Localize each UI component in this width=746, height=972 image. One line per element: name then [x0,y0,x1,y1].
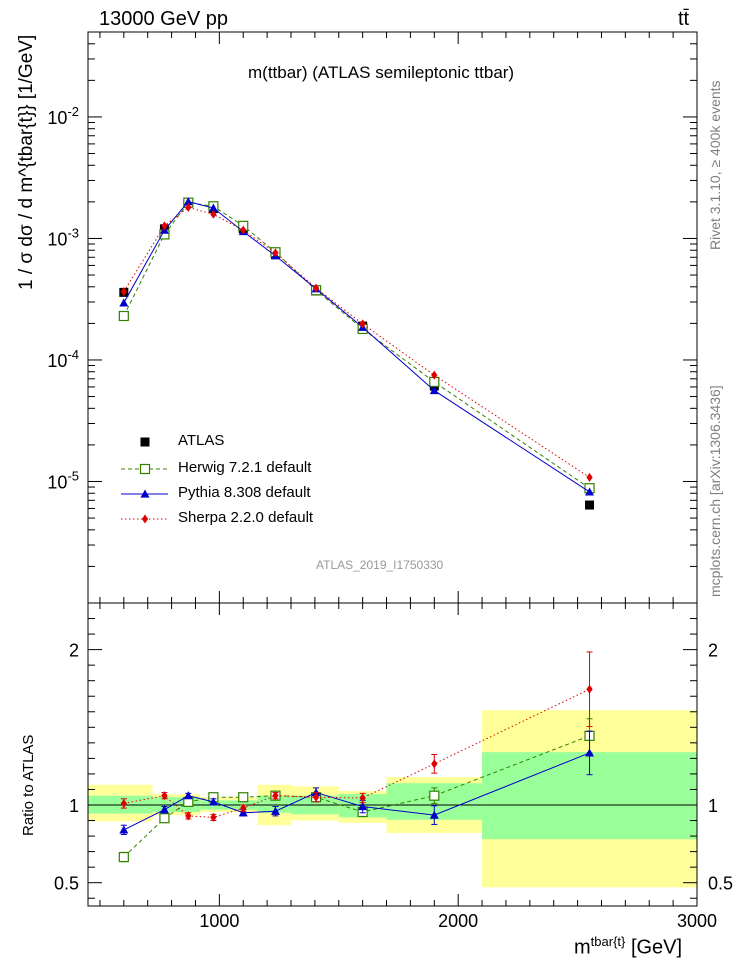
ratio-band-inner [257,795,291,813]
x-axis-title-main: m [574,936,591,959]
x-axis-title-unit: [GeV] [630,936,683,959]
data-point [312,283,320,293]
legend-marker [140,489,150,498]
ratio-point [312,792,320,802]
x-axis-title: mtbar{t} [GeV] [574,934,682,960]
series-line [123,201,590,493]
ratio-point [240,803,247,813]
ratio-plot-frame [87,602,698,907]
source-url-label: mcplots.cern.ch [arXiv:1306.3436] [707,385,723,597]
ratio-point [429,810,439,819]
ratio-point [270,806,280,815]
data-point [272,248,279,258]
process-label: tt̄ [678,8,690,30]
ratio-tick-label-right: 0.5 [708,874,733,894]
ratio-tick-label: 1 [69,796,79,816]
ratio-point [358,802,368,811]
ratio-series-line [123,735,590,858]
y-tick-label: 10-2 [47,104,79,128]
data-point [585,500,595,510]
ratio-point [185,811,192,821]
legend-marker [140,437,150,447]
ratio-point [119,825,129,834]
plot-title: m(ttbar) (ATLAS semileptonic ttbar) [248,63,515,82]
ratio-point [586,684,593,694]
y-tick-label: 10-5 [47,468,79,492]
ratio-series-line [123,752,590,831]
ratio-tick-label-right: 1 [708,796,718,816]
ratio-point [272,791,279,801]
y-tick-label: 10-4 [47,347,79,371]
ratio-point [118,851,129,863]
ratio-point [585,748,595,757]
ratio-tick-label: 2 [69,641,79,661]
data-point [120,287,127,297]
y-tick-label: 10-3 [47,225,79,249]
ratio-point [238,792,249,803]
x-tick-label: 2000 [438,911,478,931]
data-point [585,487,595,496]
data-point [185,202,192,212]
data-point [183,197,193,206]
x-tick-label: 3000 [677,911,717,931]
x-tick-label: 1000 [199,911,239,931]
legend-marker [141,514,149,524]
ratio-point [159,805,169,814]
y-axis-title: 1 / σ dσ / d m^{tbar{t}} [1/GeV] [16,34,37,290]
data-point [118,310,129,322]
ratio-point [429,790,440,801]
ratio-point [183,791,193,800]
data-point [431,370,438,380]
series-line [123,206,590,478]
legend-marker [139,463,151,475]
ratio-tick-label: 0.5 [54,874,79,894]
data-point [119,298,129,307]
x-axis-title-sup: tbar{t} [590,934,626,949]
rivet-version-label: Rivet 3.1.10, ≥ 400k events [707,80,723,250]
data-point [208,203,218,212]
data-point [240,225,247,235]
legend-label-herwig: Herwig 7.2.1 default [178,459,312,476]
data-point [586,472,593,482]
ratio-point [161,791,168,801]
data-point [359,319,366,329]
data-point [429,386,439,395]
ratio-axis-title: Ratio to ATLAS [20,734,37,836]
ratio-point [431,759,438,769]
ratio-tick-label-right: 2 [708,641,718,661]
legend-label-atlas: ATLAS [178,432,225,449]
data-point [161,221,168,231]
ratio-point [159,813,170,824]
analysis-watermark: ATLAS_2019_I1750330 [316,558,444,572]
ratio-point [210,812,217,822]
legend-label-pythia: Pythia 8.308 default [178,484,311,501]
ratio-point [359,793,366,803]
data-point [210,209,217,219]
ratio-point [208,797,218,806]
series-line [123,202,590,489]
ratio-point [120,798,127,808]
legend-label-sherpa: Sherpa 2.2.0 default [178,509,314,526]
energy-label: 13000 GeV pp [99,8,228,30]
ratio-series-line [123,688,590,818]
